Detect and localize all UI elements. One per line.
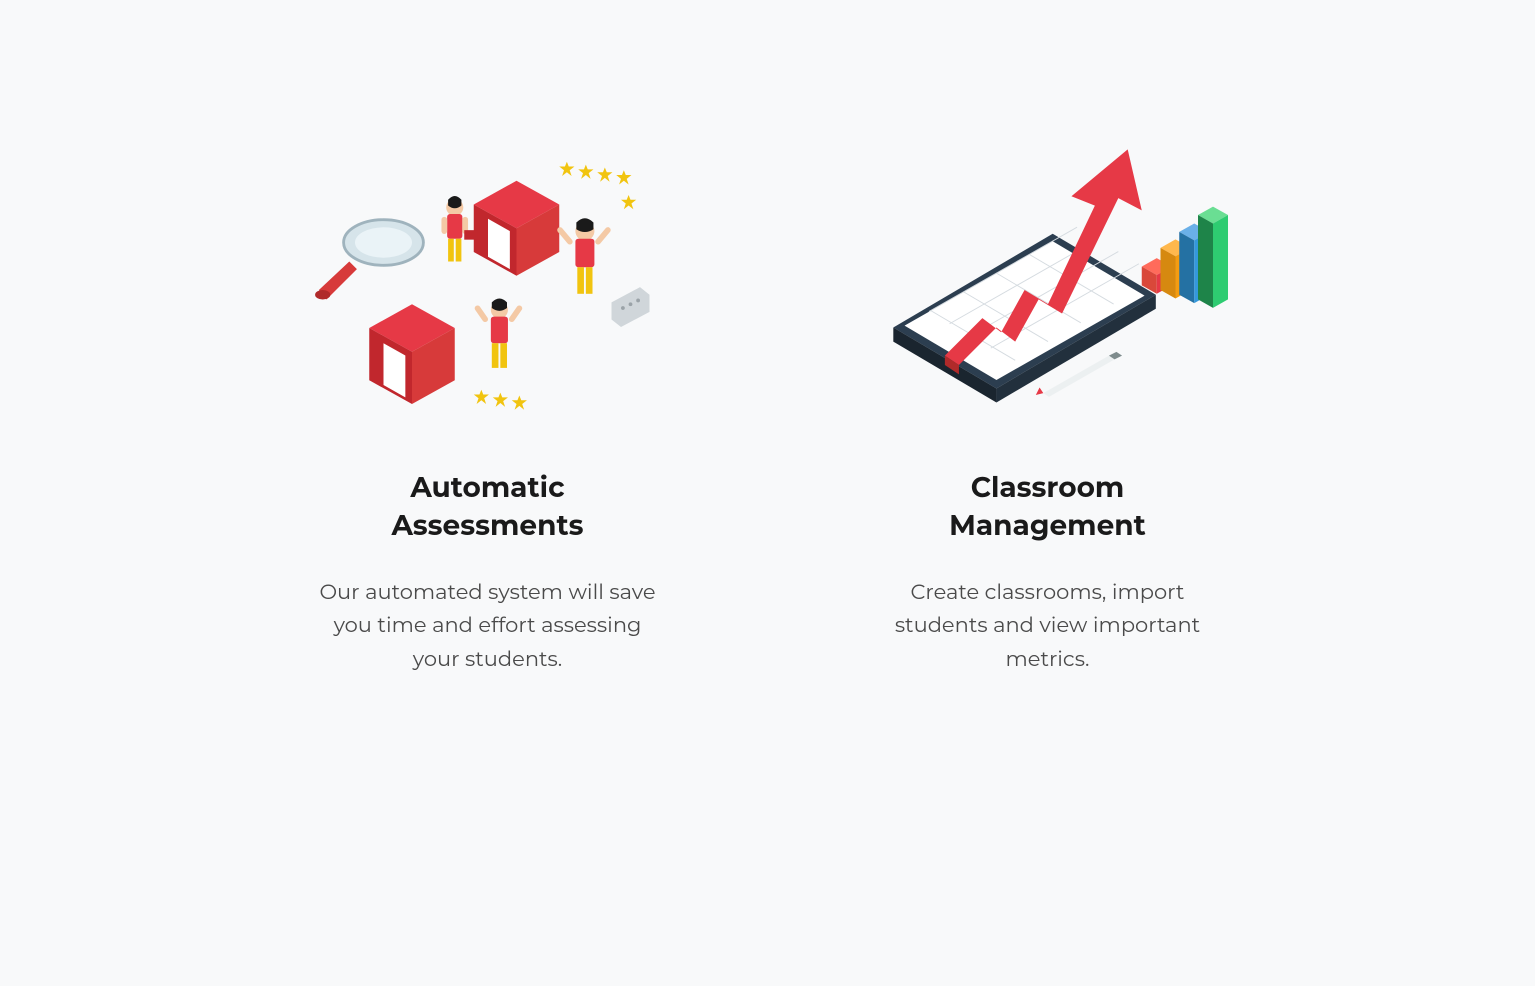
feature-card-management: Classroom Management Create classrooms, … <box>858 140 1238 676</box>
feature-description: Our automated system will save you time … <box>318 576 658 677</box>
feature-title: Classroom Management <box>898 470 1198 546</box>
features-row: Automatic Assessments Our automated syst… <box>298 140 1238 676</box>
assessments-illustration <box>298 140 678 440</box>
feature-title: Automatic Assessments <box>338 470 638 546</box>
feature-description: Create classrooms, import students and v… <box>878 576 1218 677</box>
management-illustration <box>858 140 1238 440</box>
feature-card-assessments: Automatic Assessments Our automated syst… <box>298 140 678 676</box>
